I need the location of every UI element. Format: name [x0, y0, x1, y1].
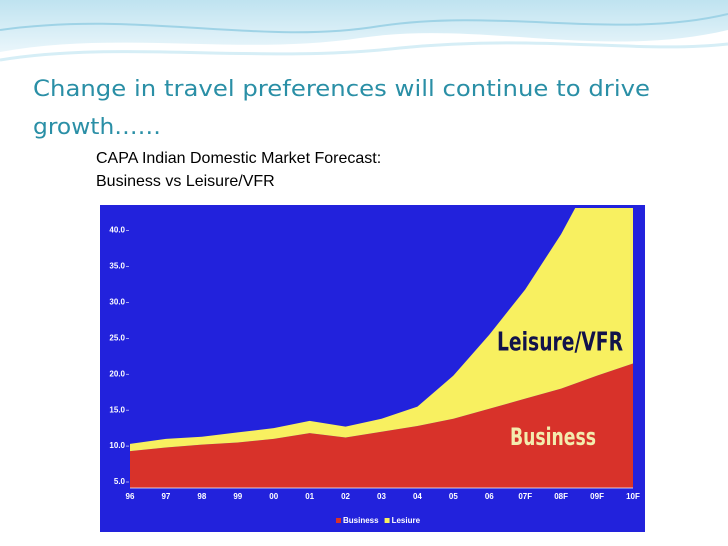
legend-swatch — [336, 518, 341, 523]
x-tick-label: 03 — [377, 492, 386, 501]
legend-swatch — [384, 518, 390, 523]
header-wave — [0, 0, 728, 52]
y-tick-label: 15.0 — [109, 405, 125, 414]
x-tick-label: 96 — [126, 492, 135, 501]
y-tick-label: 20.0 — [109, 369, 125, 378]
chart-subtitle: Business vs Leisure/VFR — [96, 173, 275, 190]
x-tick-label: 98 — [197, 492, 206, 501]
x-tick-label: 00 — [269, 492, 278, 501]
area — [130, 363, 633, 488]
x-tick-label: 99 — [233, 492, 242, 501]
y-tick-label: 25.0 — [109, 333, 125, 342]
plot-area — [130, 208, 633, 488]
x-tick-label: 08F — [554, 492, 568, 501]
annotation: Leisure/VFR — [497, 328, 623, 358]
slide-title: growth…… — [33, 115, 161, 140]
y-tick-label: 35.0 — [109, 262, 125, 271]
legend-label: Business — [343, 516, 379, 525]
x-tick-label: 01 — [305, 492, 314, 501]
x-tick-label: 07F — [518, 492, 532, 501]
x-tick-label: 05 — [449, 492, 458, 501]
header-wave-line — [0, 41, 728, 62]
legend-label: Lesiure — [392, 516, 421, 525]
x-tick-label: 09F — [590, 492, 604, 501]
annotation: Business — [510, 423, 596, 451]
area — [130, 208, 633, 452]
y-tick-label: 40.0 — [109, 226, 125, 235]
x-tick-label: 02 — [341, 492, 350, 501]
chart-title: CAPA Indian Domestic Market Forecast: — [96, 150, 381, 167]
slide-title: Change in travel preferences will contin… — [33, 77, 650, 102]
x-tick-label: 10F — [626, 492, 640, 501]
y-tick-label: 10.0 — [109, 441, 125, 450]
y-tick-label: 5.0 — [114, 477, 126, 486]
x-tick-label: 04 — [413, 492, 422, 501]
x-tick-label: 97 — [161, 492, 170, 501]
y-tick-label: 30.0 — [109, 298, 125, 307]
x-tick-label: 06 — [485, 492, 494, 501]
header-wave-line — [0, 13, 728, 34]
